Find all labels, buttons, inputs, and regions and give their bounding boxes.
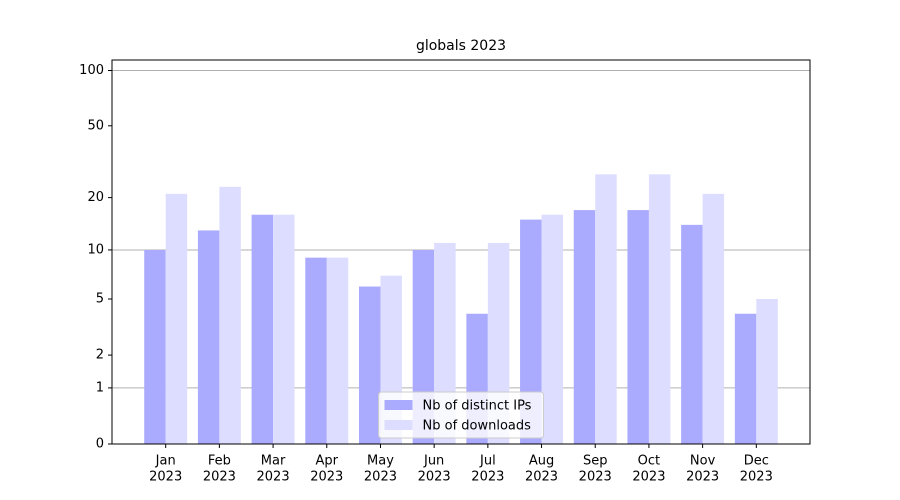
x-tick-label: 2023 bbox=[310, 470, 343, 485]
x-tick-label: Aug bbox=[529, 454, 554, 469]
chart-title: globals 2023 bbox=[416, 38, 506, 54]
legend-label: Nb of downloads bbox=[423, 419, 532, 434]
y-tick-label: 0 bbox=[96, 437, 104, 452]
x-tick-label: 2023 bbox=[364, 470, 397, 485]
y-tick-label: 50 bbox=[87, 118, 104, 133]
bar bbox=[702, 193, 725, 444]
bar bbox=[326, 257, 349, 444]
legend-swatch bbox=[384, 400, 413, 410]
bar bbox=[648, 174, 671, 445]
legend-box bbox=[378, 391, 544, 439]
y-tick-label: 2 bbox=[96, 348, 104, 363]
x-tick-label: 2023 bbox=[471, 470, 504, 485]
bar bbox=[251, 214, 274, 444]
x-tick-label: Jun bbox=[423, 454, 444, 469]
bar bbox=[219, 186, 241, 444]
plot-frame bbox=[111, 59, 811, 445]
x-tick-label: Mar bbox=[261, 454, 286, 469]
x-tick-label: 2023 bbox=[203, 470, 236, 485]
x-tick-label: May bbox=[367, 454, 394, 469]
x-tick-label: 2023 bbox=[740, 470, 773, 485]
bar bbox=[358, 286, 381, 444]
x-tick-label: Apr bbox=[316, 454, 339, 469]
x-tick-label: 2023 bbox=[579, 470, 612, 485]
y-tick-label: 100 bbox=[79, 63, 104, 78]
x-tick-label: Jul bbox=[479, 454, 496, 469]
bar bbox=[165, 193, 188, 444]
bar bbox=[144, 249, 166, 444]
x-tick-label: 2023 bbox=[149, 470, 182, 485]
bar bbox=[273, 214, 295, 444]
x-tick-label: Feb bbox=[208, 454, 231, 469]
legend-label: Nb of distinct IPs bbox=[423, 399, 532, 414]
x-tick-label: 2023 bbox=[686, 470, 719, 485]
x-tick-label: Nov bbox=[690, 454, 716, 469]
x-tick-label: Dec bbox=[744, 454, 769, 469]
x-tick-label: Oct bbox=[638, 454, 660, 469]
bar bbox=[305, 257, 327, 444]
bar bbox=[595, 174, 617, 445]
x-tick-label: 2023 bbox=[418, 470, 451, 485]
bar bbox=[756, 298, 778, 444]
y-tick-label: 1 bbox=[96, 380, 104, 395]
x-tick-label: 2023 bbox=[257, 470, 290, 485]
bar bbox=[681, 224, 703, 444]
y-tick-label: 5 bbox=[96, 291, 104, 306]
bar bbox=[627, 210, 649, 444]
bar bbox=[520, 219, 542, 444]
bar bbox=[734, 313, 757, 444]
legend-swatch bbox=[384, 420, 413, 430]
x-tick-label: 2023 bbox=[632, 470, 665, 485]
bar bbox=[573, 210, 596, 444]
bar bbox=[541, 214, 564, 444]
bar bbox=[197, 230, 220, 444]
y-tick-label: 20 bbox=[87, 190, 104, 205]
y-tick-label: 10 bbox=[87, 242, 104, 257]
x-tick-label: Jan bbox=[155, 454, 176, 469]
x-tick-label: Sep bbox=[583, 454, 608, 469]
x-tick-label: 2023 bbox=[525, 470, 558, 485]
